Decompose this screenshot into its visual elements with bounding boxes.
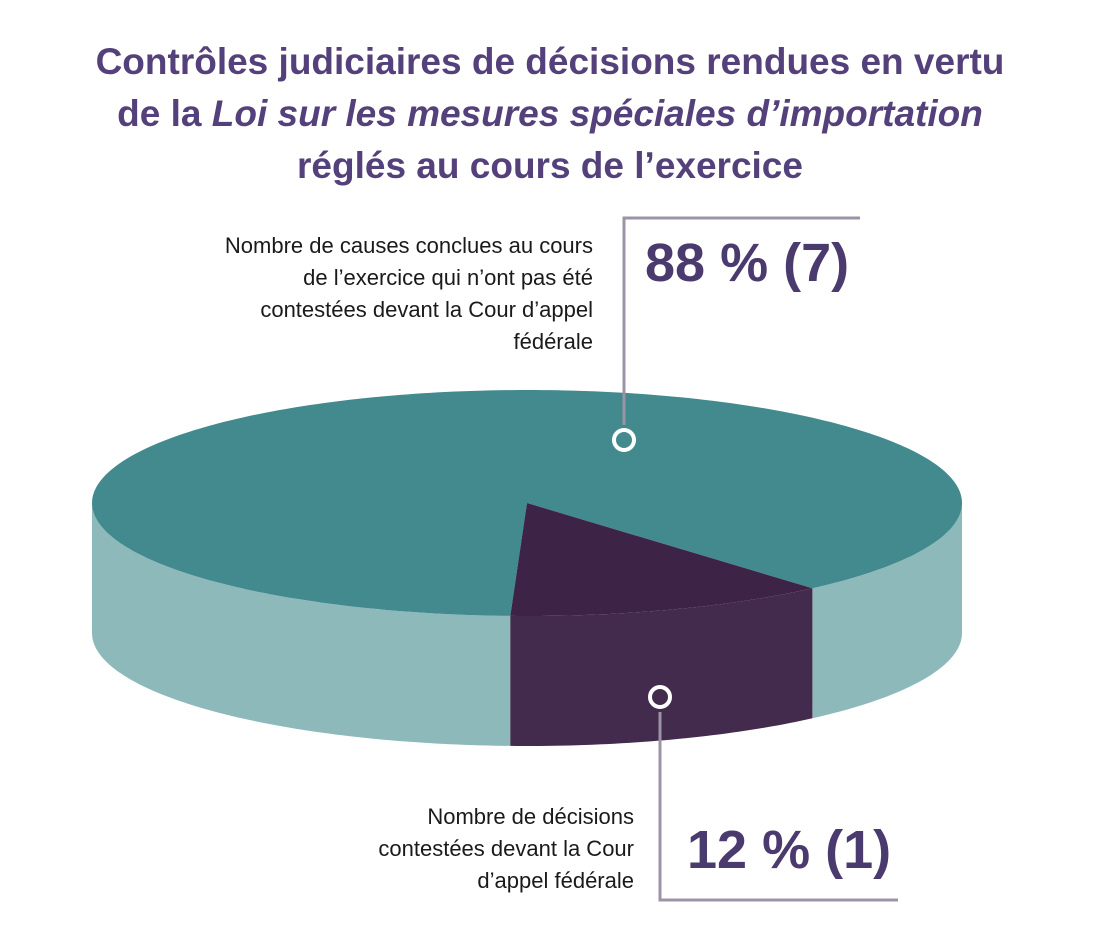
value-label: 88 % (7) bbox=[645, 233, 850, 293]
slice bbox=[92, 390, 962, 616]
value-label: 12 % (1) bbox=[687, 820, 892, 880]
leader-line bbox=[622, 216, 860, 425]
title-part: réglés au cours de l’exercice bbox=[297, 145, 803, 186]
slice-label: Nombre de décisions contestées devant la… bbox=[378, 804, 634, 893]
chart-title: Contrôles judiciaires de décisions rendu… bbox=[80, 36, 1020, 192]
slice-label: Nombre de causes conclues au cours de l’… bbox=[224, 233, 593, 354]
title-part: Contrôles judiciaires de décisions rendu… bbox=[95, 41, 1005, 134]
slice-side bbox=[510, 588, 813, 746]
slice-side bbox=[812, 503, 962, 719]
leader-dot bbox=[648, 685, 672, 709]
slice-side bbox=[92, 503, 511, 746]
slice bbox=[510, 503, 813, 616]
leader-dot bbox=[612, 428, 636, 452]
title-part: Loi sur les mesures spéciales d’importat… bbox=[211, 93, 983, 134]
leader-line bbox=[658, 712, 898, 902]
